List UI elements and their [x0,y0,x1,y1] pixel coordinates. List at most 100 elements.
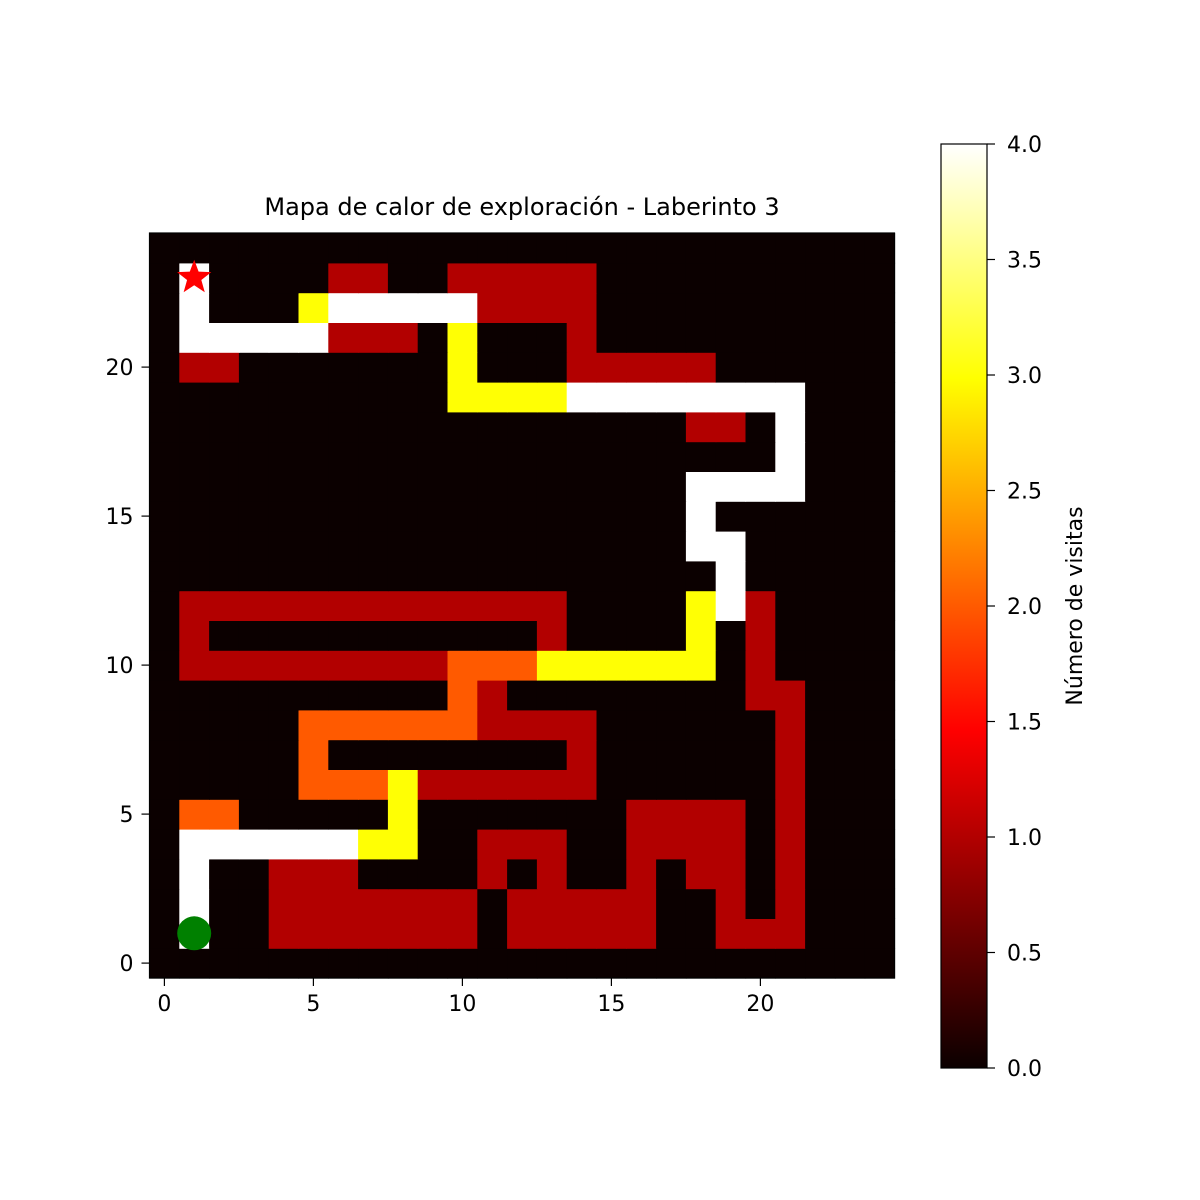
heatmap-cell [626,501,657,532]
heatmap-cell [477,292,508,323]
heatmap-cell [596,531,627,562]
heatmap-cell [596,471,627,502]
heatmap-cell [387,858,419,890]
heatmap-cell [149,411,180,443]
heatmap-cell [566,292,598,323]
heatmap-cell [417,471,449,502]
heatmap-cell [387,292,419,323]
heatmap-cell [298,888,329,919]
heatmap-cell [834,322,866,353]
heatmap-cell [864,829,896,860]
colorbar-tick-label: 1.5 [1007,711,1042,736]
heatmap-cell [864,322,896,353]
heatmap-cell [179,739,210,770]
heatmap-cell [387,382,419,413]
heatmap-cell [685,322,717,353]
heatmap-cell [745,680,776,711]
heatmap-cell [268,620,300,651]
heatmap-cell [566,501,598,532]
heatmap-cell [477,918,508,949]
heatmap-cell [864,382,896,413]
heatmap-cell [864,858,896,890]
heatmap-cell [507,799,538,830]
heatmap-cell [656,799,687,830]
heatmap-cell [238,888,270,919]
heatmap-cell [477,948,508,979]
heatmap-cell [566,739,598,770]
heatmap-cell [358,799,389,830]
heatmap-cell [387,411,419,443]
heatmap-cell [745,262,776,294]
heatmap-cell [387,650,419,681]
heatmap-cell [715,769,747,800]
heatmap-cell [685,233,717,264]
heatmap-cell [805,441,836,472]
heatmap-cell [775,471,806,502]
colorbar [940,143,988,1069]
heatmap-cell [626,709,657,741]
heatmap-cell [417,560,449,592]
heatmap-cell [149,948,180,979]
heatmap-cell [656,411,687,443]
heatmap-cell [745,858,776,890]
heatmap-cell [298,858,329,890]
heatmap-cell [536,709,568,741]
heatmap-cell [805,918,836,949]
heatmap-cell [864,680,896,711]
heatmap-cell [298,262,329,294]
heatmap-cell [626,799,657,830]
heatmap-cell [685,739,717,770]
heatmap-cell [834,471,866,502]
heatmap-cell [656,471,687,502]
heatmap-cell [745,322,776,353]
heatmap-cell [775,262,806,294]
heatmap-cell [387,620,419,651]
heatmap-cell [805,382,836,413]
heatmap-cell [209,501,240,532]
heatmap-cell [715,799,747,830]
heatmap-cell [328,471,359,502]
heatmap-cell [209,233,240,264]
heatmap-cell [536,382,568,413]
heatmap-cell [209,471,240,502]
heatmap-cell [715,739,747,770]
heatmap-cell [298,829,329,860]
heatmap-cell [805,769,836,800]
heatmap-cell [209,829,240,860]
heatmap-cell [149,650,180,681]
heatmap-cell [685,382,717,413]
heatmap-cell [238,918,270,949]
heatmap-cell [566,531,598,562]
heatmap-cell [745,709,776,741]
colorbar-tick-label: 3.5 [1007,249,1042,274]
heatmap-cell [656,560,687,592]
heatmap-cell [179,441,210,472]
heatmap-cell [626,441,657,472]
heatmap-cell [685,709,717,741]
heatmap-cell [268,382,300,413]
heatmap-cell [596,352,627,383]
heatmap-cell [477,590,508,621]
heatmap-cell [417,590,449,621]
heatmap-cell [298,531,329,562]
heatmap-cell [149,620,180,651]
heatmap-cell [149,888,180,919]
heatmap-cell [745,650,776,681]
heatmap-cell [179,650,210,681]
chart-title: Mapa de calor de exploración - Laberinto… [264,193,779,221]
heatmap-cell [507,352,538,383]
heatmap-cell [209,411,240,443]
heatmap-cell [417,501,449,532]
heatmap-cell [149,292,180,323]
heatmap-cell [238,411,270,443]
y-axis: 0 5 10 15 20 [106,356,150,977]
heatmap-cell [715,292,747,323]
heatmap-cell [566,888,598,919]
heatmap-cell [775,799,806,830]
heatmap-cell [209,322,240,353]
heatmap-cell [864,411,896,443]
heatmap-cell [358,411,389,443]
heatmap-cell [179,233,210,264]
heatmap-cell [805,858,836,890]
